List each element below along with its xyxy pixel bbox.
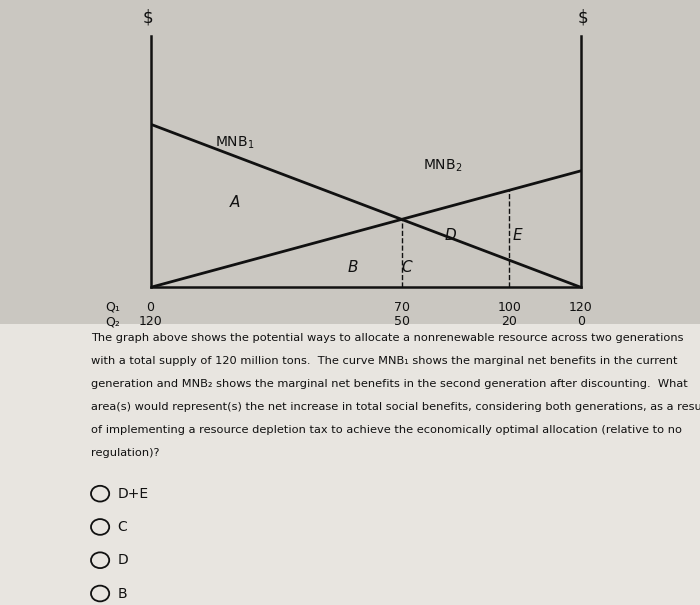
Text: 0: 0 [577, 315, 585, 328]
Text: D+E: D+E [118, 486, 148, 501]
Text: Q₁: Q₁ [105, 301, 120, 313]
Text: D: D [118, 553, 128, 567]
Text: MNB$_2$: MNB$_2$ [423, 157, 463, 174]
Text: 100: 100 [497, 301, 522, 313]
Text: with a total supply of 120 million tons.  The curve MNB₁ shows the marginal net : with a total supply of 120 million tons.… [91, 356, 678, 366]
Text: generation and MNB₂ shows the marginal net benefits in the second generation aft: generation and MNB₂ shows the marginal n… [91, 379, 687, 389]
Text: E: E [513, 227, 522, 243]
Text: $: $ [578, 8, 589, 26]
Text: of implementing a resource depletion tax to achieve the economically optimal all: of implementing a resource depletion tax… [91, 425, 682, 435]
Text: 120: 120 [569, 301, 593, 313]
Text: A: A [230, 195, 240, 210]
Text: B: B [348, 260, 358, 275]
Text: $: $ [143, 8, 154, 26]
Text: 70: 70 [393, 301, 410, 313]
Text: 20: 20 [501, 315, 517, 328]
Text: regulation)?: regulation)? [91, 448, 160, 458]
Text: area(s) would represent(s) the net increase in total social benefits, considerin: area(s) would represent(s) the net incre… [91, 402, 700, 412]
Text: D: D [444, 227, 456, 243]
Text: 50: 50 [393, 315, 410, 328]
Text: 0: 0 [146, 301, 155, 313]
Text: MNB$_1$: MNB$_1$ [215, 135, 254, 151]
Text: The graph above shows the potential ways to allocate a nonrenewable resource acr: The graph above shows the potential ways… [91, 333, 683, 343]
Text: 120: 120 [139, 315, 162, 328]
Text: C: C [402, 260, 412, 275]
Text: C: C [118, 520, 127, 534]
Text: Q₂: Q₂ [105, 315, 120, 328]
Text: B: B [118, 586, 127, 601]
